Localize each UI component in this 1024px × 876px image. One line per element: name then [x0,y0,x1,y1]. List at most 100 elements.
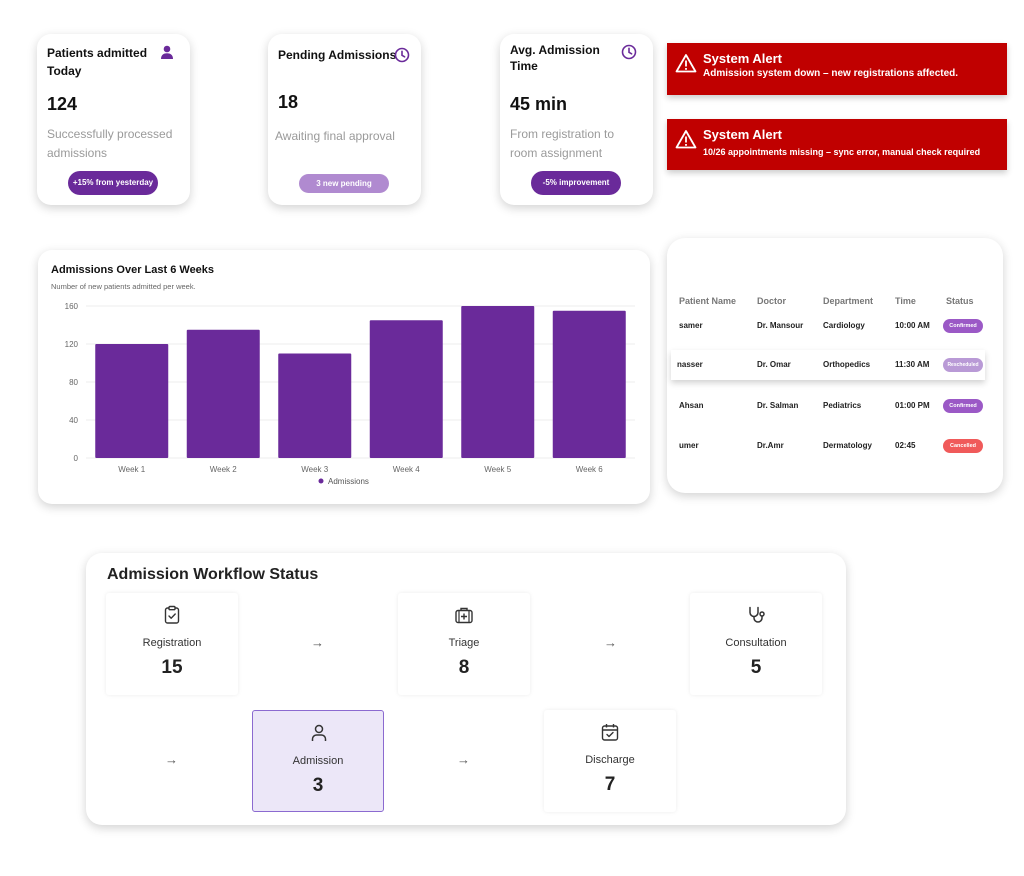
arrow-icon: → [457,752,470,767]
user-icon [161,45,173,59]
alert-message: Admission system down – new registration… [703,68,959,79]
workflow-step-registration[interactable]: Registration 15 [106,593,238,695]
legend-label: Admissions [328,477,369,486]
status-badge: Confirmed [943,399,983,413]
step-count: 3 [312,775,324,796]
alert-title: System Alert [703,127,782,142]
y-tick-label: 120 [65,340,79,349]
y-tick-label: 80 [69,378,78,387]
arrow-icon: → [604,635,617,650]
step-count: 15 [161,657,183,678]
doctor-name: Dr.Amr [757,441,784,450]
time: 10:00 AM [895,321,930,330]
x-tick-label: Week 3 [301,465,329,474]
time: 01:00 PM [895,401,930,410]
stat-subtitle: Awaiting final approval [275,129,395,143]
step-label: Triage [448,637,480,649]
stat-subtitle: From registration to room assignment [510,127,615,160]
stat-value: 124 [47,94,78,114]
department: Pediatrics [823,401,862,410]
stat-value: 18 [278,92,299,112]
legend-marker [318,478,324,484]
trend-pill: +15% from yesterday [68,171,158,195]
x-tick-label: Week 1 [118,465,146,474]
bar [369,320,443,458]
department: Orthopedics [823,360,871,369]
chart-title: Admissions Over Last 6 Weeks [51,264,215,276]
x-tick-label: Week 4 [393,465,421,474]
column-header-patient: Patient Name [679,296,737,306]
workflow-step-discharge[interactable]: Discharge 7 [544,710,676,812]
clock-icon [394,47,410,63]
patient-name: umer [679,441,699,450]
step-label: Discharge [585,754,635,766]
column-header-doctor: Doctor [757,296,786,306]
warning-icon [675,130,697,149]
clock-icon [621,44,637,60]
workflow-step-triage[interactable]: Triage 8 [398,593,530,695]
stat-title: Avg. Admission Time [510,43,600,73]
bar [95,344,169,458]
step-label: Admission [292,755,344,767]
table-row[interactable]: samer Dr. Mansour Cardiology 10:00 AM Co… [667,311,1003,341]
stat-value: 45 min [510,94,568,114]
system-alert-1: System Alert Admission system down – new… [667,43,1007,95]
calendar-check-icon [601,724,619,741]
system-alert-2: System Alert 10/26 appointments missing … [667,119,1007,170]
chart-subtitle: Number of new patients admitted per week… [51,282,196,291]
bar [278,353,352,458]
bar [461,306,535,458]
department: Cardiology [823,321,865,330]
time: 11:30 AM [895,360,930,369]
patient-name: nasser [677,360,703,369]
admissions-chart-card: Admissions Over Last 6 Weeks Number of n… [38,250,650,504]
arrow-icon: → [311,635,324,650]
step-count: 8 [458,657,470,678]
status-badge: Rescheduled [943,358,983,372]
doctor-name: Dr. Omar [757,360,791,369]
admission-workflow-card: Admission Workflow Status Registration 1… [86,553,846,825]
y-tick-label: 40 [69,416,78,425]
patient-name: samer [679,321,703,330]
table-row-highlighted[interactable]: nasser Dr. Omar Orthopedics 11:30 AM Res… [671,350,985,380]
status-badge: Cancelled [943,439,983,453]
workflow-title: Admission Workflow Status [107,566,319,583]
x-tick-label: Week 2 [210,465,238,474]
bar [552,310,626,458]
alert-title: System Alert [703,51,782,66]
medical-kit-icon [455,607,473,624]
x-tick-label: Week 6 [576,465,604,474]
doctor-name: Dr. Salman [757,401,799,410]
time: 02:45 [895,441,916,450]
warning-icon [675,54,697,73]
clipboard-icon [164,605,180,624]
status-badge: Confirmed [943,319,983,333]
y-tick-label: 0 [74,454,79,463]
user-icon [311,724,327,741]
stethoscope-icon [749,606,765,623]
patient-name: Ahsan [679,401,704,410]
column-header-department: Department [823,296,874,306]
stat-card-avg-admission-time: Avg. Admission Time 45 min From registra… [500,34,653,205]
department: Dermatology [823,441,872,450]
y-tick-label: 160 [65,302,79,311]
workflow-step-consultation[interactable]: Consultation 5 [690,593,822,695]
step-label: Registration [142,637,202,649]
step-count: 5 [750,657,762,678]
workflow-step-admission[interactable]: Admission 3 [252,710,384,812]
stat-title: Patients admitted Today [47,46,148,78]
trend-pill: 3 new pending [299,174,389,193]
stat-subtitle: Successfully processed admissions [47,127,173,160]
table-row[interactable]: Ahsan Dr. Salman Pediatrics 01:00 PM Con… [667,391,1003,421]
x-tick-label: Week 5 [484,465,512,474]
step-count: 7 [604,774,616,795]
doctor-name: Dr. Mansour [757,321,804,330]
bar [186,329,260,458]
stat-card-pending-admissions: Pending Admissions 18 Awaiting final app… [268,34,421,205]
step-label: Consultation [725,637,787,649]
bar-chart: 0 40 80 120 160 Week 1 Week 2 Week 3 Week 4 Week … [65,302,635,486]
table-row[interactable]: umer Dr.Amr Dermatology 02:45 Cancelled [667,431,1003,461]
stat-title: Pending Admissions [278,48,397,62]
alert-message: 10/26 appointments missing – sync error,… [703,147,981,157]
column-header-status: Status [946,296,974,306]
